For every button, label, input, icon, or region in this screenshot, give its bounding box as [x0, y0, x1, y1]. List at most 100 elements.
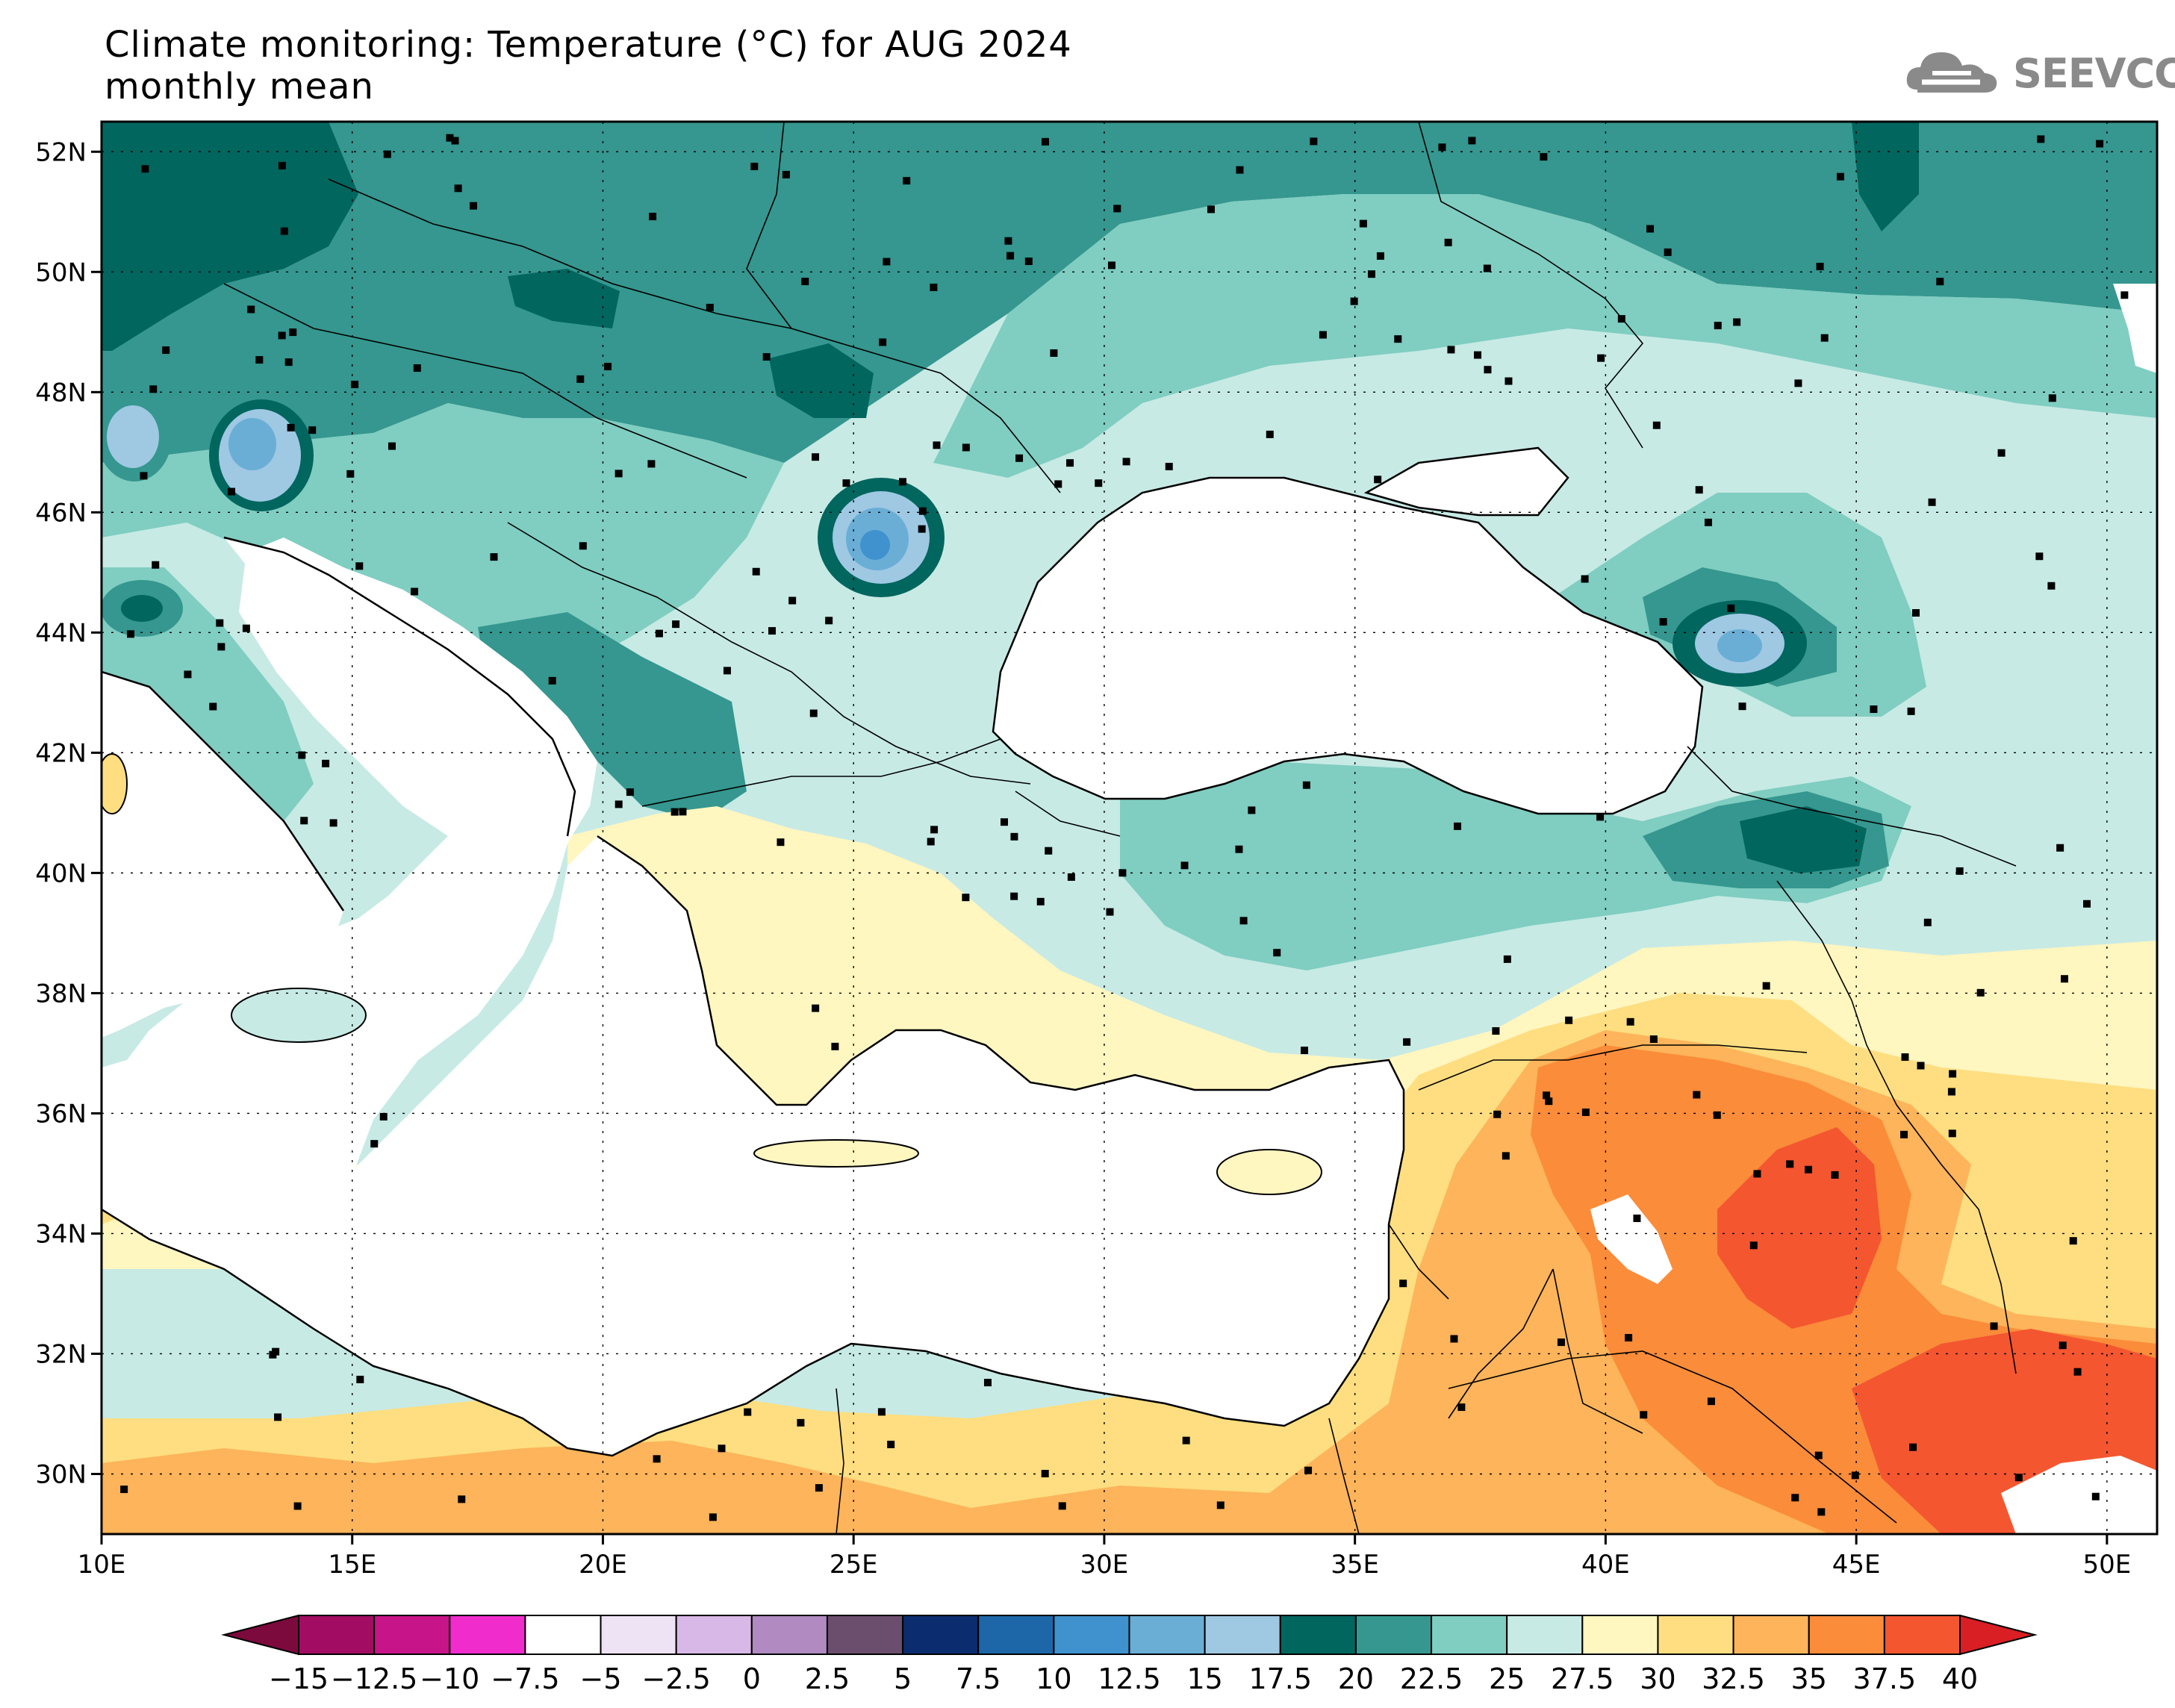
- station-marker: [411, 587, 419, 596]
- station-marker: [2014, 1474, 2023, 1482]
- station-marker: [768, 627, 777, 635]
- station-marker: [1004, 237, 1012, 245]
- seevccc-logo: SEEVCCC: [1902, 43, 2175, 103]
- colorbar-label: −10: [420, 1662, 479, 1695]
- station-marker: [1505, 377, 1513, 385]
- station-marker: [2069, 1237, 2077, 1245]
- station-marker: [1399, 1280, 1407, 1288]
- colorbar-label: 40: [1942, 1662, 1978, 1695]
- station-marker: [2096, 140, 2104, 148]
- station-marker: [184, 670, 192, 679]
- station-marker: [1617, 315, 1625, 323]
- station-marker: [1236, 166, 1244, 174]
- station-marker: [1713, 1111, 1721, 1119]
- station-marker: [879, 338, 887, 346]
- station-marker: [346, 470, 355, 478]
- station-marker: [1804, 1165, 1812, 1174]
- station-marker: [576, 375, 585, 383]
- station-marker: [1753, 1170, 1761, 1178]
- station-marker: [706, 303, 714, 311]
- station-marker: [750, 162, 759, 170]
- station-marker: [930, 826, 939, 834]
- colorbar-swatch: [1883, 1615, 1961, 1655]
- station-marker: [1997, 449, 2006, 457]
- lat-tick-label: 32N: [35, 1339, 87, 1369]
- station-marker: [2047, 582, 2056, 590]
- station-marker: [289, 328, 297, 337]
- station-marker: [1923, 918, 1932, 926]
- black-sea: [993, 478, 1702, 814]
- station-marker: [899, 478, 907, 486]
- cold-spot-west: [102, 392, 172, 481]
- station-marker: [379, 1112, 388, 1121]
- station-marker: [274, 1413, 282, 1421]
- station-marker: [1581, 1108, 1590, 1116]
- station-marker: [883, 258, 891, 266]
- cold-spot-carpathians: [818, 478, 945, 597]
- temp-zone-37-40: [1717, 1127, 1882, 1329]
- station-marker: [1376, 252, 1384, 260]
- station-marker: [300, 817, 308, 825]
- temp-zone-22-25-dinaric: [478, 612, 747, 821]
- station-marker: [548, 676, 556, 685]
- colorbar-swatch: [1657, 1615, 1734, 1655]
- station-marker: [2059, 1341, 2067, 1350]
- colorbar-label: 0: [743, 1662, 761, 1695]
- colorbar-label: 10: [1036, 1662, 1071, 1695]
- station-marker: [579, 542, 587, 550]
- station-marker: [1182, 1436, 1190, 1444]
- title-line-1: Climate monitoring: Temperature (°C) for…: [105, 24, 1072, 66]
- station-marker: [127, 630, 135, 638]
- station-marker: [1447, 346, 1455, 354]
- colorbar-label: 12.5: [1098, 1662, 1161, 1695]
- station-marker: [278, 161, 286, 169]
- station-marker: [355, 562, 364, 570]
- station-marker: [1006, 252, 1015, 260]
- station-marker: [322, 759, 330, 767]
- station-marker: [490, 553, 498, 561]
- adriatic-sea: [224, 537, 575, 836]
- latitude-axis: 52N 50N 48N 46N 44N 42N 40N 38N 36N 34N 32N 30N: [35, 137, 102, 1489]
- station-marker: [458, 1495, 466, 1503]
- station-marker: [903, 177, 911, 185]
- station-marker: [655, 629, 663, 638]
- station-marker: [614, 470, 623, 478]
- colorbar-label: 7.5: [956, 1662, 1001, 1695]
- station-marker: [298, 751, 306, 759]
- station-marker: [1949, 1070, 1957, 1078]
- lat-tick-label: 46N: [35, 498, 87, 528]
- station-marker: [1301, 1047, 1309, 1055]
- colorbar-label: 37.5: [1853, 1662, 1917, 1695]
- station-marker: [209, 702, 217, 711]
- station-marker: [1010, 892, 1018, 900]
- station-marker: [1493, 1110, 1502, 1118]
- station-marker: [370, 1140, 379, 1148]
- station-marker: [2056, 844, 2064, 852]
- colorbar-label: 30: [1640, 1662, 1675, 1695]
- map-field: [102, 122, 2157, 1534]
- station-marker: [709, 1513, 717, 1521]
- lat-tick-label: 52N: [35, 137, 87, 167]
- station-marker: [752, 567, 760, 576]
- station-marker: [1664, 248, 1672, 256]
- colorbar-under-arrow: [221, 1614, 299, 1656]
- station-marker: [269, 1350, 277, 1359]
- station-marker: [1749, 1241, 1758, 1250]
- lat-tick-label: 40N: [35, 858, 87, 888]
- lat-tick-label: 44N: [35, 618, 87, 648]
- station-marker: [1911, 608, 1920, 617]
- station-marker: [1444, 238, 1452, 246]
- station-marker: [1733, 318, 1741, 326]
- station-marker: [1704, 518, 1712, 526]
- temp-zone-22-25-north: [102, 122, 2157, 463]
- station-marker: [1058, 1502, 1066, 1510]
- colorbar-swatch: [1506, 1615, 1584, 1655]
- station-marker: [723, 667, 731, 675]
- station-marker: [451, 137, 459, 145]
- lon-tick-label: 50E: [2082, 1550, 2131, 1580]
- station-marker: [1041, 1470, 1049, 1478]
- station-marker: [797, 1418, 805, 1427]
- station-marker: [446, 134, 454, 142]
- colorbar-label: 25: [1489, 1662, 1525, 1695]
- station-marker: [287, 423, 295, 431]
